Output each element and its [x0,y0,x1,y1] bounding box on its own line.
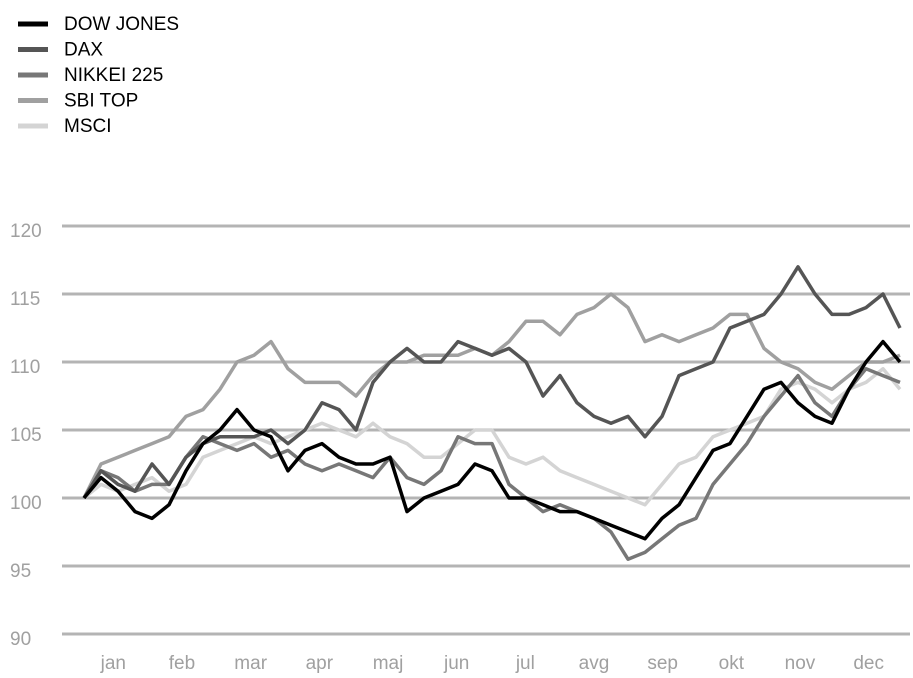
x-tick-label: okt [719,653,745,673]
y-tick-label: 110 [10,357,40,378]
y-tick-label: 95 [10,561,31,582]
legend-label: DAX [64,40,103,61]
x-tick-label: jun [443,653,469,673]
legend-label: NIKKEI 225 [64,65,163,86]
y-tick-label: 115 [10,289,40,310]
series-line [82,265,902,499]
y-tick-label: 100 [10,493,42,514]
x-tick-label: avg [579,653,610,673]
series-line [82,367,901,561]
series-line [82,339,902,541]
x-tick-label: jan [100,653,126,673]
legend-label: MSCI [64,116,112,137]
x-tick-label: maj [373,653,404,673]
x-tick-label: dec [853,653,884,673]
x-tick-label: sep [647,653,678,673]
x-tick-label: jul [515,653,535,673]
y-tick-label: 90 [10,629,31,650]
x-tick-label: mar [234,653,267,673]
legend-label: DOW JONES [64,14,179,35]
legend-label: SBI TOP [64,91,138,112]
x-tick-label: nov [785,653,816,673]
y-tick-label: 105 [10,425,42,446]
y-tick-label: 120 [10,221,42,242]
x-tick-label: apr [306,653,334,673]
x-tick-label: feb [169,653,195,673]
